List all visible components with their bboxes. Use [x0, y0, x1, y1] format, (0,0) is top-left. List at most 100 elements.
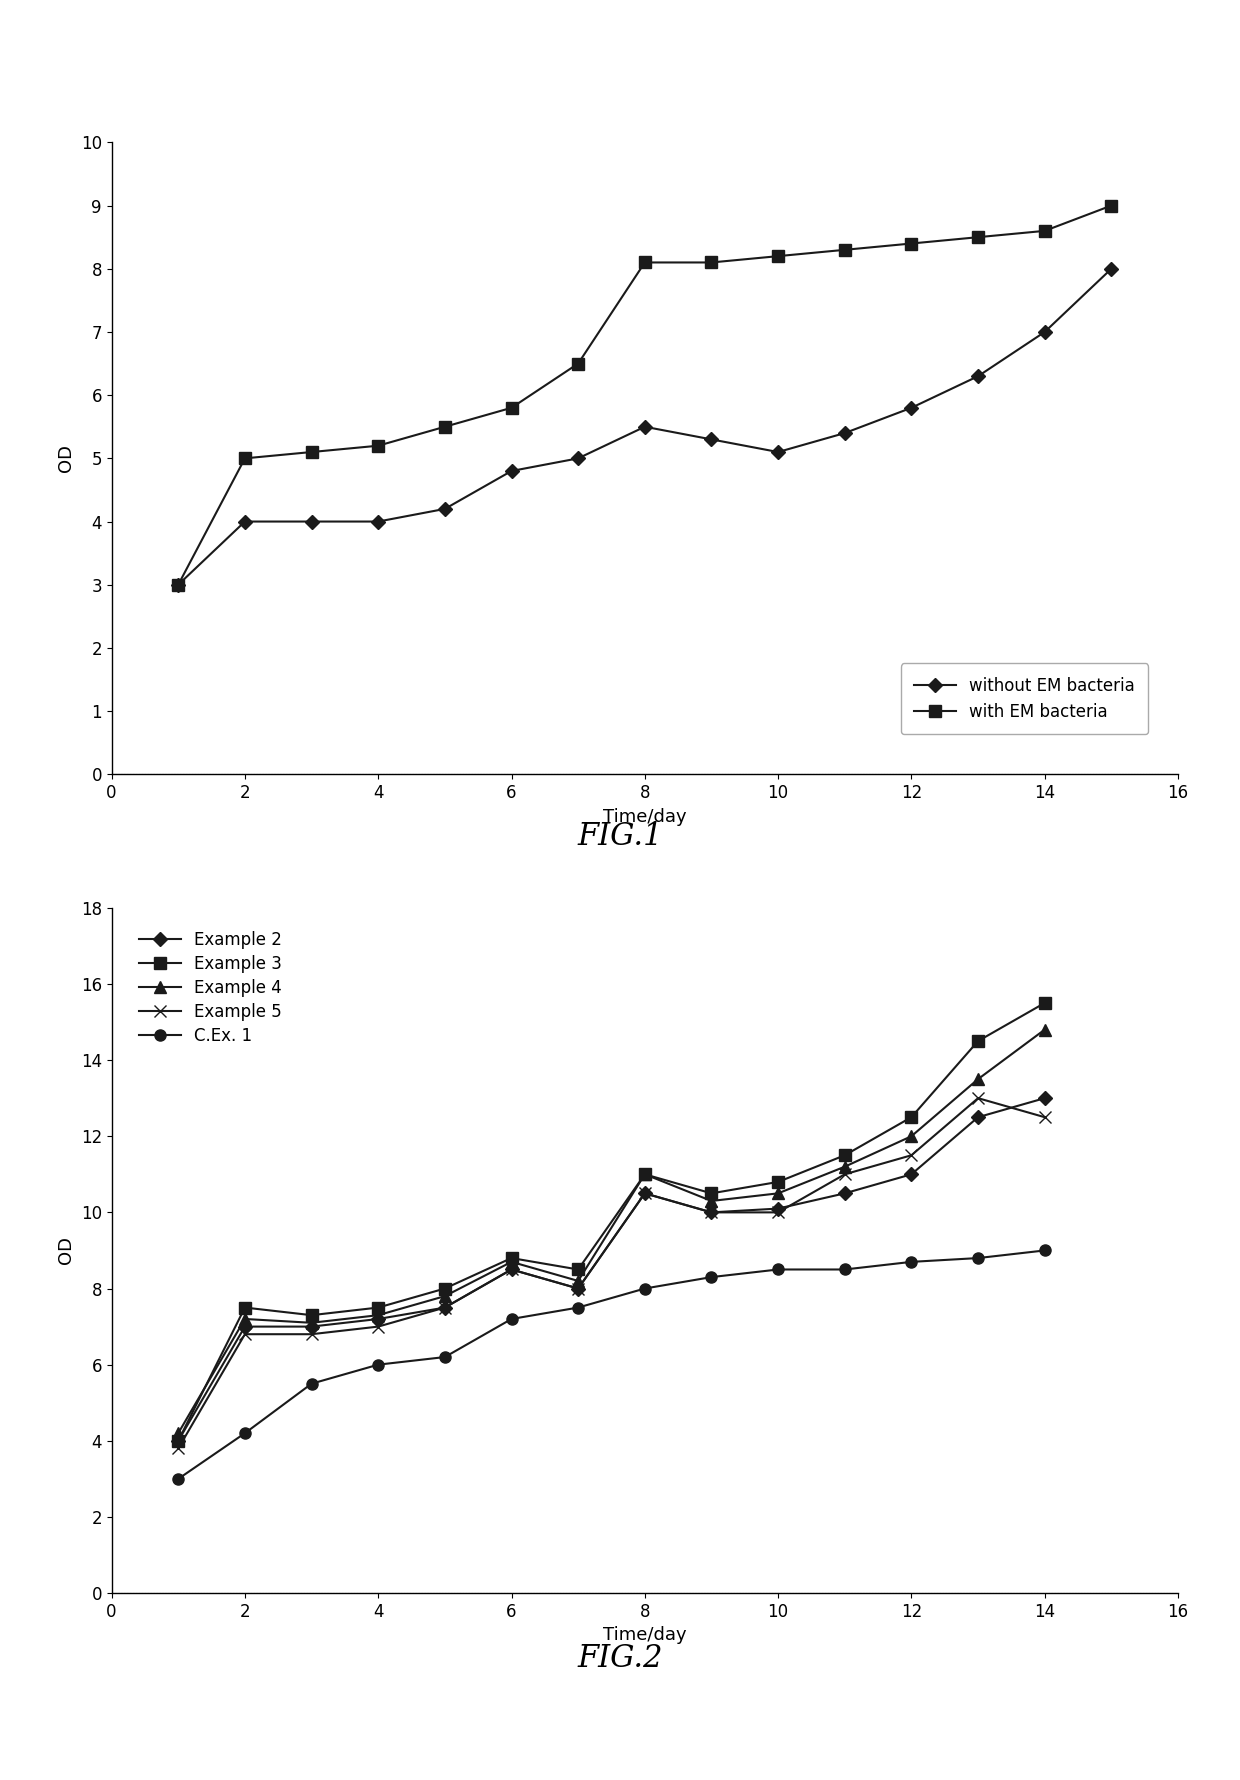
with EM bacteria: [904, 233, 919, 255]
Line: Example 2: Example 2: [174, 1093, 1049, 1445]
Y-axis label: OD: OD: [57, 445, 76, 472]
C.Ex. 1: [637, 1278, 652, 1299]
without EM bacteria: [904, 397, 919, 418]
without EM bacteria: [837, 422, 852, 443]
C.Ex. 1: [971, 1248, 986, 1269]
without EM bacteria: [1037, 320, 1052, 342]
Example 3: [570, 1258, 585, 1280]
Example 2: [503, 1258, 518, 1280]
Example 2: [304, 1315, 319, 1337]
without EM bacteria: [1104, 258, 1118, 279]
Example 2: [637, 1182, 652, 1203]
Example 3: [971, 1031, 986, 1052]
Example 4: [704, 1191, 719, 1212]
Example 4: [171, 1422, 186, 1444]
Line: Example 4: Example 4: [172, 1023, 1050, 1438]
C.Ex. 1: [371, 1355, 386, 1376]
Example 4: [837, 1155, 852, 1177]
Example 2: [971, 1107, 986, 1129]
with EM bacteria: [570, 352, 585, 374]
Example 5: [238, 1324, 253, 1346]
Example 2: [1037, 1088, 1052, 1109]
Line: Example 5: Example 5: [172, 1091, 1052, 1454]
with EM bacteria: [304, 441, 319, 463]
Example 4: [570, 1271, 585, 1292]
Example 3: [637, 1164, 652, 1185]
Example 2: [171, 1429, 186, 1451]
Example 3: [238, 1298, 253, 1319]
Example 3: [304, 1305, 319, 1326]
Example 5: [904, 1145, 919, 1166]
C.Ex. 1: [171, 1468, 186, 1490]
with EM bacteria: [438, 417, 453, 438]
Example 4: [238, 1308, 253, 1330]
without EM bacteria: [438, 498, 453, 520]
C.Ex. 1: [438, 1346, 453, 1367]
without EM bacteria: [704, 429, 719, 450]
Example 5: [503, 1258, 518, 1280]
Example 5: [971, 1088, 986, 1109]
Example 2: [438, 1298, 453, 1319]
with EM bacteria: [704, 251, 719, 272]
Example 4: [503, 1251, 518, 1273]
with EM bacteria: [238, 449, 253, 470]
Example 2: [704, 1202, 719, 1223]
Example 3: [1037, 991, 1052, 1013]
Example 2: [570, 1278, 585, 1299]
Example 3: [371, 1298, 386, 1319]
Example 3: [837, 1145, 852, 1166]
with EM bacteria: [771, 246, 786, 267]
Example 3: [704, 1182, 719, 1203]
Example 5: [637, 1182, 652, 1203]
Example 5: [1037, 1107, 1052, 1129]
Example 4: [904, 1125, 919, 1146]
Example 4: [438, 1285, 453, 1307]
with EM bacteria: [837, 239, 852, 260]
C.Ex. 1: [771, 1258, 786, 1280]
Example 5: [438, 1298, 453, 1319]
with EM bacteria: [171, 573, 186, 595]
Example 3: [503, 1248, 518, 1269]
Example 2: [238, 1315, 253, 1337]
with EM bacteria: [371, 434, 386, 456]
Line: C.Ex. 1: C.Ex. 1: [172, 1244, 1050, 1485]
C.Ex. 1: [704, 1266, 719, 1287]
Example 5: [704, 1202, 719, 1223]
Example 3: [771, 1171, 786, 1193]
without EM bacteria: [171, 573, 186, 595]
Example 2: [371, 1308, 386, 1330]
C.Ex. 1: [503, 1308, 518, 1330]
Example 5: [371, 1315, 386, 1337]
without EM bacteria: [971, 365, 986, 386]
C.Ex. 1: [904, 1251, 919, 1273]
Legend: Example 2, Example 3, Example 4, Example 5, C.Ex. 1: Example 2, Example 3, Example 4, Example…: [130, 924, 290, 1054]
Example 3: [171, 1429, 186, 1451]
Example 5: [837, 1164, 852, 1185]
C.Ex. 1: [1037, 1239, 1052, 1260]
Example 5: [570, 1278, 585, 1299]
without EM bacteria: [503, 461, 518, 482]
Example 4: [637, 1164, 652, 1185]
without EM bacteria: [637, 417, 652, 438]
C.Ex. 1: [570, 1298, 585, 1319]
Example 3: [438, 1278, 453, 1299]
Example 4: [971, 1068, 986, 1089]
C.Ex. 1: [304, 1372, 319, 1394]
Example 4: [1037, 1018, 1052, 1040]
Y-axis label: OD: OD: [57, 1237, 76, 1264]
C.Ex. 1: [238, 1422, 253, 1444]
without EM bacteria: [771, 441, 786, 463]
Example 2: [904, 1164, 919, 1185]
with EM bacteria: [971, 226, 986, 247]
Text: FIG.2: FIG.2: [578, 1643, 662, 1675]
Example 2: [771, 1198, 786, 1219]
without EM bacteria: [304, 511, 319, 532]
Example 5: [304, 1324, 319, 1346]
X-axis label: Time/day: Time/day: [603, 808, 687, 826]
X-axis label: Time/day: Time/day: [603, 1627, 687, 1645]
Example 4: [371, 1305, 386, 1326]
Example 5: [771, 1202, 786, 1223]
Text: FIG.1: FIG.1: [578, 821, 662, 853]
with EM bacteria: [1037, 221, 1052, 242]
without EM bacteria: [371, 511, 386, 532]
